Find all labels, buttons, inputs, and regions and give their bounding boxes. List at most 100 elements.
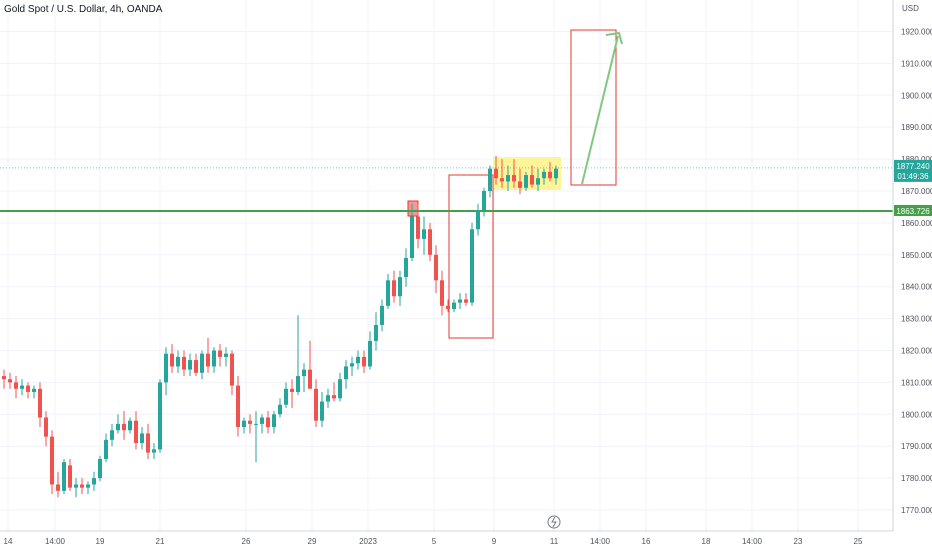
candle xyxy=(116,414,120,434)
candle xyxy=(68,458,72,491)
candle xyxy=(482,187,486,217)
candle-body xyxy=(182,356,186,370)
rally-rectangle[interactable] xyxy=(448,174,494,339)
candle-body xyxy=(146,433,150,453)
candle xyxy=(134,411,138,450)
reversal-marker[interactable] xyxy=(407,200,419,217)
candle-body xyxy=(326,395,330,402)
candle-body xyxy=(386,280,390,306)
candle xyxy=(218,344,222,367)
candle xyxy=(368,331,372,370)
candle-body xyxy=(338,379,342,399)
bar-countdown: 01:49:36 xyxy=(897,172,929,181)
time-tick-label: 21 xyxy=(156,537,165,546)
candle-body xyxy=(308,369,312,389)
candle xyxy=(380,299,384,332)
time-tick-label: 14:00 xyxy=(45,537,66,546)
candle-body xyxy=(62,462,66,491)
candle-body xyxy=(14,382,18,389)
candle xyxy=(26,382,30,399)
time-axis-panel[interactable] xyxy=(0,531,893,550)
candle-body xyxy=(254,423,258,425)
candle xyxy=(398,270,402,306)
candle-body xyxy=(92,478,96,485)
candle-body xyxy=(110,430,114,440)
candle-body xyxy=(56,484,60,491)
candle-body xyxy=(242,420,246,428)
price-tick-label: 1790.000 xyxy=(901,442,932,451)
candle-body xyxy=(2,376,6,380)
candle xyxy=(248,414,252,434)
candle-body xyxy=(362,356,366,367)
candle xyxy=(302,363,306,392)
candle xyxy=(524,171,528,191)
candle-body xyxy=(260,417,264,424)
candle-body xyxy=(398,277,402,297)
candle-body xyxy=(116,423,120,431)
candle xyxy=(542,168,546,185)
candle-body xyxy=(20,385,24,389)
candle xyxy=(422,216,426,255)
time-tick-label: 26 xyxy=(242,537,251,546)
candle xyxy=(440,270,444,316)
time-tick-label: 23 xyxy=(794,537,803,546)
candle-body xyxy=(206,353,210,367)
candle xyxy=(488,165,492,198)
price-axis-panel[interactable] xyxy=(893,0,932,531)
candle xyxy=(278,398,282,418)
candle xyxy=(458,293,462,310)
candle-body xyxy=(404,257,408,278)
price-axis-labels: 1770.000 1780.000 1790.000 1800.000 1810.000… xyxy=(901,28,932,516)
candle-body xyxy=(464,299,468,303)
candle xyxy=(200,350,204,380)
candle xyxy=(308,340,312,389)
candle xyxy=(110,423,114,447)
candle-body xyxy=(320,401,324,421)
candle xyxy=(296,315,300,396)
projection-arrow[interactable] xyxy=(581,35,619,185)
candle xyxy=(164,347,168,396)
candle xyxy=(92,471,96,491)
candle-body xyxy=(134,420,138,444)
candle xyxy=(32,385,36,399)
candle-body xyxy=(32,388,36,392)
level-price-tag: 1863.726 xyxy=(894,205,932,217)
candle-body xyxy=(392,280,396,297)
candle-body xyxy=(98,458,102,479)
candle-body xyxy=(38,388,42,418)
candle-body xyxy=(518,181,522,188)
candle-body xyxy=(68,465,72,488)
time-tick-label: 14:00 xyxy=(590,537,611,546)
candle-body xyxy=(74,484,78,488)
price-tick-label: 1840.000 xyxy=(901,283,932,292)
candle xyxy=(122,411,126,440)
candle xyxy=(242,417,246,434)
candle xyxy=(272,411,276,434)
candle xyxy=(98,455,102,482)
candle-body xyxy=(482,191,486,211)
candle xyxy=(332,382,336,402)
candle-body xyxy=(422,229,426,239)
price-tick-label: 1780.000 xyxy=(901,474,932,483)
candle xyxy=(314,379,318,428)
time-tick-label: 9 xyxy=(492,537,497,546)
candle-body xyxy=(44,417,48,437)
price-tick-label: 1870.000 xyxy=(901,187,932,196)
candle-body xyxy=(452,302,456,310)
candle xyxy=(404,248,408,287)
candle-body xyxy=(128,420,132,431)
level-price-value: 1863.726 xyxy=(896,207,930,216)
candle-body xyxy=(488,168,492,191)
flash-icon[interactable] xyxy=(547,515,561,529)
target-rectangle[interactable] xyxy=(570,29,617,186)
candle-body xyxy=(194,360,198,373)
candle-body xyxy=(236,385,240,428)
candle xyxy=(260,414,264,434)
candle-body xyxy=(80,484,84,488)
candle-body xyxy=(512,175,516,182)
candle xyxy=(518,168,522,195)
candle xyxy=(86,481,90,495)
candle xyxy=(494,155,498,185)
time-tick-label: 14 xyxy=(4,537,13,546)
